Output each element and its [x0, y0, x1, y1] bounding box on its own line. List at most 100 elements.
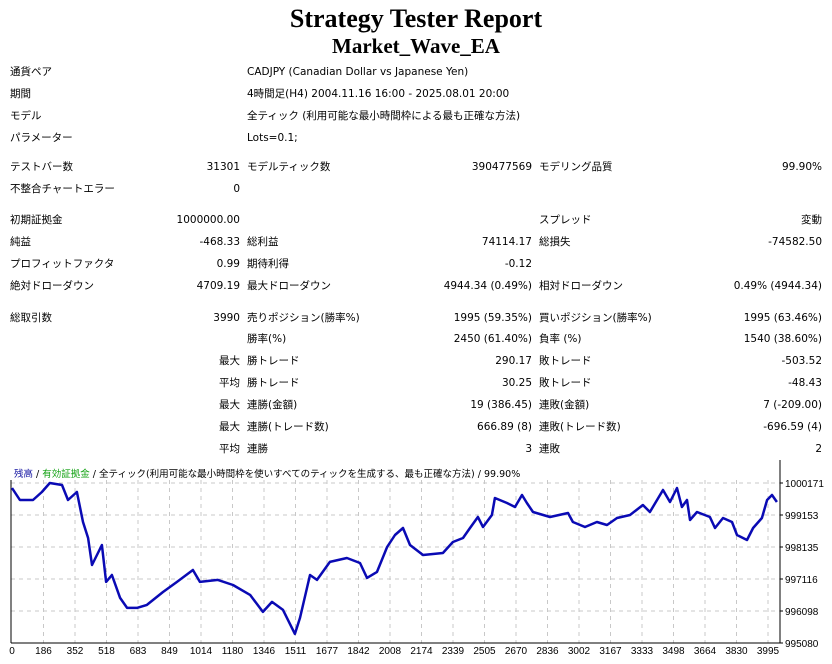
- chart-legend: 残高 / 有効証拠金 / 全ティック(利用可能な最小時間枠を使いすべてのティック…: [14, 466, 520, 480]
- report-row: 期間 4時間足(H4) 2004.11.16 16:00 - 2025.08.01…: [0, 86, 832, 102]
- y-tick-label: 1000171: [785, 479, 824, 490]
- row-value: 平均: [219, 377, 240, 389]
- x-tick-label: 1842: [347, 646, 370, 657]
- report-row: 絶対ドローダウン 4709.19 最大ドローダウン 4944.34 (0.49%) 相対…: [0, 278, 832, 294]
- row-label: 連勝(トレード数): [247, 421, 329, 433]
- row-label: 4時間足(H4) 2004.11.16 16:00 - 2025.08.01 2…: [247, 88, 510, 100]
- report-row: 純益 -468.33 総利益 74114.17 総損失 -74582.50: [0, 234, 832, 250]
- row-label: 勝トレード: [247, 377, 300, 389]
- row-value: 390477569: [471, 161, 532, 173]
- x-tick-label: 3995: [757, 646, 780, 657]
- legend-model: 全ティック(利用可能な最小時間枠を使いすべてのティックを生成する、最も正確な方法…: [99, 469, 475, 480]
- x-tick-label: 3167: [599, 646, 622, 657]
- row-label: 負率 (%): [539, 333, 582, 345]
- x-tick-label: 0: [9, 646, 15, 657]
- row-value: 1995 (59.35%): [453, 312, 532, 324]
- x-tick-label: 2174: [410, 646, 433, 657]
- report-row: モデル 全ティック (利用可能な最小時間枠による最も正確な方法): [0, 108, 832, 124]
- legend-equity: 有効証拠金: [42, 469, 90, 480]
- report-row: 初期証拠金 1000000.00 スプレッド 変動: [0, 212, 832, 228]
- row-value: 74114.17: [481, 236, 532, 248]
- x-tick-label: 3664: [694, 646, 717, 657]
- row-label: 絶対ドローダウン: [10, 280, 94, 292]
- x-tick-label: 1014: [190, 646, 213, 657]
- report-row: 最大 勝トレード 290.17 敗トレード -503.52: [0, 353, 832, 369]
- x-tick-label: 3830: [725, 646, 748, 657]
- row-value: 最大: [219, 421, 240, 433]
- row-value: 2450 (61.40%): [453, 333, 532, 345]
- y-tick-label: 997116: [785, 575, 818, 586]
- row-label: 連勝: [247, 443, 268, 455]
- row-label: 勝率(%): [247, 333, 287, 345]
- y-tick-label: 995080: [785, 639, 819, 650]
- row-label: 初期証拠金: [10, 214, 63, 226]
- row-value: 最大: [219, 399, 240, 411]
- report-row: 勝率(%) 2450 (61.40%) 負率 (%) 1540 (38.60%): [0, 331, 832, 347]
- report-title: Strategy Tester Report: [289, 4, 543, 33]
- row-value: -0.12: [504, 258, 532, 270]
- row-label: 勝トレード: [247, 355, 300, 367]
- x-tick-label: 849: [161, 646, 178, 657]
- row-value: 4944.34 (0.49%): [443, 280, 532, 292]
- x-tick-label: 2339: [442, 646, 465, 657]
- report-row: パラメーター Lots=0.1;: [0, 130, 832, 146]
- legend-sep: /: [33, 469, 43, 480]
- x-tick-label: 2836: [536, 646, 559, 657]
- x-tick-label: 3498: [662, 646, 685, 657]
- row-value: 666.89 (8): [477, 421, 532, 433]
- report-row: 最大 連勝(トレード数) 666.89 (8) 連敗(トレード数) -696.59 (4…: [0, 419, 832, 435]
- row-value: -468.33: [199, 236, 240, 248]
- x-tick-label: 186: [35, 646, 52, 657]
- x-tick-label: 2505: [473, 646, 496, 657]
- row-value: 290.17: [495, 355, 532, 367]
- legend-sep: /: [474, 469, 485, 480]
- row-value: 0.49% (4944.34): [733, 280, 822, 292]
- x-tick-label: 3002: [568, 646, 591, 657]
- legend-quality: 99.90%: [484, 469, 521, 480]
- row-value: 1000000.00: [176, 214, 240, 226]
- row-label: 不整合チャートエラー: [10, 183, 115, 195]
- row-label: モデリング品質: [539, 161, 613, 173]
- row-value: 3990: [213, 312, 240, 324]
- row-label: 敗トレード: [539, 355, 592, 367]
- row-label: 最大ドローダウン: [247, 280, 331, 292]
- row-value: 3: [525, 443, 532, 455]
- report-row: 総取引数 3990 売りポジション(勝率%) 1995 (59.35%) 買いポジション…: [0, 310, 832, 326]
- row-value: 2: [815, 443, 822, 455]
- row-label: 敗トレード: [539, 377, 592, 389]
- row-label: 連敗(トレード数): [539, 421, 621, 433]
- ea-name: Market_Wave_EA: [332, 34, 500, 58]
- row-value: -74582.50: [768, 236, 822, 248]
- x-tick-label: 2008: [379, 646, 402, 657]
- x-tick-label: 3333: [631, 646, 654, 657]
- x-tick-label: 1346: [253, 646, 276, 657]
- row-label: スプレッド: [539, 214, 592, 226]
- row-label: 相対ドローダウン: [539, 280, 623, 292]
- report-row: 平均 勝トレード 30.25 敗トレード -48.43: [0, 375, 832, 391]
- row-label: 期待利得: [247, 258, 289, 270]
- y-tick-label: 998135: [785, 543, 819, 554]
- row-label: モデルティック数: [247, 161, 331, 173]
- y-tick-label: 999153: [785, 511, 819, 522]
- legend-balance: 残高: [14, 469, 34, 480]
- row-value: 7 (-209.00): [763, 399, 822, 411]
- row-label: 期間: [10, 88, 31, 100]
- row-value: 31301: [206, 161, 240, 173]
- x-tick-label: 1677: [316, 646, 339, 657]
- row-label: 純益: [10, 236, 31, 248]
- row-value: -48.43: [788, 377, 822, 389]
- row-label: 買いポジション(勝率%): [539, 312, 652, 324]
- row-value: 1540 (38.60%): [743, 333, 822, 345]
- balance-chart: 1000171 999153 998135 997116 996098 995080 0 18…: [9, 460, 824, 657]
- row-value: 19 (386.45): [470, 399, 532, 411]
- x-tick-label: 683: [130, 646, 147, 657]
- row-value: 99.90%: [781, 161, 822, 173]
- row-value: -503.52: [781, 355, 822, 367]
- x-tick-label: 352: [67, 646, 84, 657]
- row-label: 売りポジション(勝率%): [247, 312, 360, 324]
- report-row: 不整合チャートエラー 0: [0, 181, 832, 197]
- row-label: 全ティック (利用可能な最小時間枠による最も正確な方法): [247, 110, 521, 122]
- row-value: -696.59 (4): [763, 421, 822, 433]
- legend-sep: /: [89, 469, 100, 480]
- row-label: パラメーター: [10, 132, 73, 144]
